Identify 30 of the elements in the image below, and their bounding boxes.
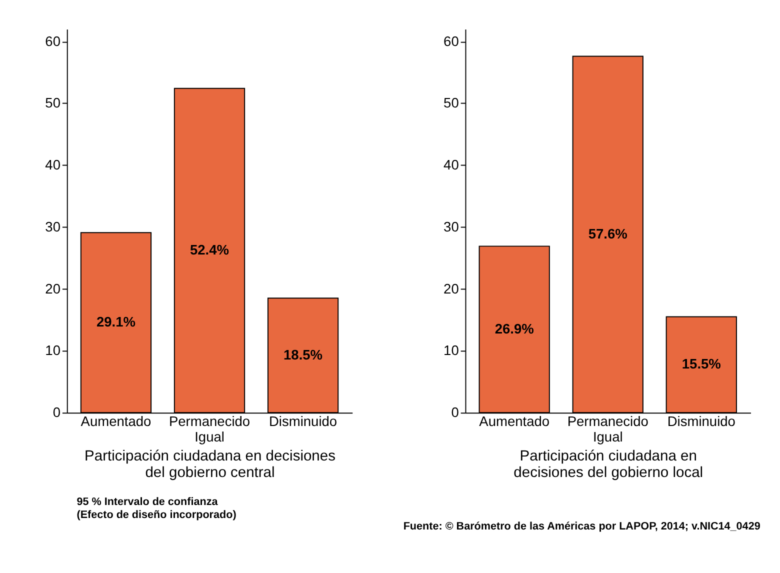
y-tick-label: 60 bbox=[45, 34, 61, 49]
y-tick-label: 50 bbox=[45, 96, 61, 111]
y-tick-label: 0 bbox=[52, 405, 61, 420]
x-axis-title: Participación ciudadana en decisiones del gobierno local bbox=[514, 448, 704, 482]
data-label: 52.4% bbox=[190, 242, 230, 258]
x-tick-label: Aumentado bbox=[80, 414, 152, 429]
y-tick-label: 40 bbox=[444, 158, 460, 173]
data-label: 26.9% bbox=[494, 321, 534, 336]
y-tick-label: 10 bbox=[45, 343, 61, 358]
data-label: 15.5% bbox=[682, 356, 721, 372]
y-tick-label: 20 bbox=[444, 281, 460, 296]
x-tick-label: Aumentado bbox=[479, 414, 550, 429]
data-label: 18.5% bbox=[284, 347, 323, 362]
y-tick-label: 40 bbox=[45, 158, 61, 173]
x-axis-title: Participación ciudadana en decisiones del gobierno central bbox=[84, 448, 336, 482]
y-tick-label: 20 bbox=[45, 281, 61, 296]
y-tick-label: 60 bbox=[444, 34, 460, 49]
data-label: 29.1% bbox=[96, 314, 136, 330]
x-tick-label: Permanecido Igual bbox=[567, 414, 649, 445]
source-note: Fuente: © Barómetro de las Américas por LAPOP, 2014; v.NIC14_0429 bbox=[403, 520, 760, 533]
x-tick-label: Permanecido Igual bbox=[168, 414, 250, 445]
data-label: 57.6% bbox=[588, 226, 628, 242]
x-tick-label: Disminuido bbox=[268, 414, 338, 429]
text: 95 % Intervalo de confianza (Efecto de diseño incorporado) bbox=[76, 496, 237, 521]
y-tick-label: 50 bbox=[444, 96, 460, 111]
x-tick-label: Disminuido bbox=[667, 414, 736, 429]
y-tick-label: 10 bbox=[444, 343, 460, 358]
y-tick-label: 30 bbox=[444, 219, 460, 234]
y-tick-label: 30 bbox=[45, 219, 61, 234]
y-tick-label: 0 bbox=[451, 405, 460, 420]
